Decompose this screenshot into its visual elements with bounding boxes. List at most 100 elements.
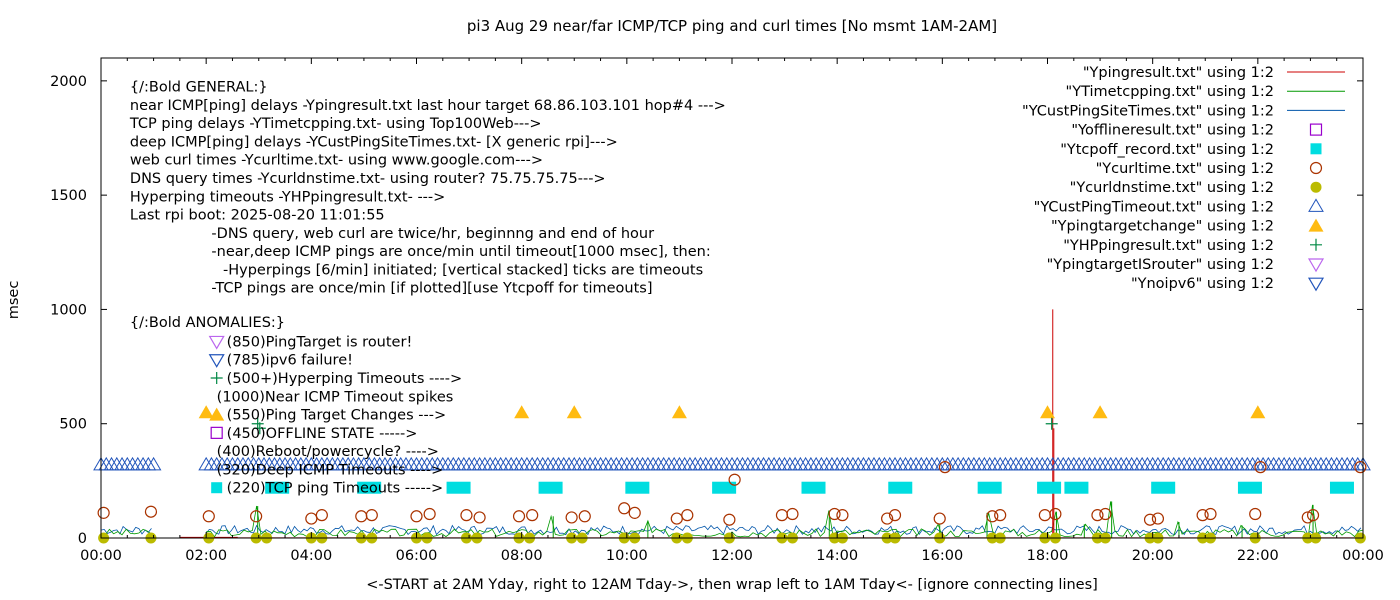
annotation-text: (500+)Hyperping Timeouts ----> xyxy=(227,371,462,387)
x-tick-label: 12:00 xyxy=(711,548,753,564)
legend-label: "Ypingresult.txt" using 1:2 xyxy=(1083,65,1274,81)
tcp-timeout-point xyxy=(1329,481,1354,494)
curl-time-point xyxy=(144,505,158,518)
curl-time-point xyxy=(681,509,694,522)
curl-time-point xyxy=(1254,461,1267,474)
x-tick-label: 06:00 xyxy=(396,548,438,564)
legend-swatch xyxy=(1307,258,1325,273)
curl-time-point xyxy=(1301,511,1314,524)
annotation-text: (550)Ping Target Changes ---> xyxy=(227,408,446,424)
legend-swatch xyxy=(1307,277,1325,292)
tcp-timeout-point xyxy=(977,481,1002,494)
curl-time-point xyxy=(1143,513,1157,526)
x-tick-label: 22:00 xyxy=(1237,548,1279,564)
x-tick-label: 20:00 xyxy=(1132,548,1174,564)
tcp-timeout-point xyxy=(357,481,382,494)
curl-time-point xyxy=(1091,509,1104,522)
legend-label: "Ycurltime.txt" using 1:2 xyxy=(1096,161,1274,177)
legend-label: "YHPpingresult.txt" using 1:2 xyxy=(1063,238,1274,254)
annotation-text: web curl times -Ycurltime.txt- using www… xyxy=(130,153,543,169)
x-tick-label: 18:00 xyxy=(1027,548,1069,564)
x-tick-label: 10:00 xyxy=(606,548,648,564)
legend-swatch xyxy=(1310,143,1322,155)
annotation-marker xyxy=(210,372,223,384)
ping-target-change-point xyxy=(514,405,530,419)
curl-time-point xyxy=(888,509,902,522)
x-tick-label: 14:00 xyxy=(816,548,858,564)
tcp-timeout-point xyxy=(1237,481,1262,494)
curl-time-point xyxy=(578,510,591,523)
tcp-timeout-point xyxy=(625,481,650,494)
x-tick-label: 04:00 xyxy=(290,548,332,564)
legend-swatch xyxy=(1308,218,1324,232)
curl-time-point xyxy=(365,509,378,522)
curl-time-point xyxy=(202,510,215,523)
legend-label: "YCustPingSiteTimes.txt" using 1:2 xyxy=(1022,103,1274,119)
annotation-text: {/:Bold ANOMALIES:} xyxy=(130,315,285,331)
annotation-text: DNS query times -Ycurldnstime.txt- using… xyxy=(130,171,606,187)
curl-time-point xyxy=(881,512,894,525)
annotation-text: (450)OFFLINE STATE -----> xyxy=(227,426,418,442)
ping-target-change-point xyxy=(1092,405,1108,419)
deep-icmp-timeout-point xyxy=(145,456,162,471)
curl-time-point xyxy=(618,502,631,515)
legend-swatch xyxy=(1308,198,1324,212)
legend-label: "YpingtargetISrouter" using 1:2 xyxy=(1047,257,1274,273)
curl-time-point xyxy=(565,511,578,524)
y-tick-label: 1500 xyxy=(50,188,87,204)
x-tick-label: 08:00 xyxy=(501,548,543,564)
annotation-text: {/:Bold GENERAL:} xyxy=(130,80,268,96)
curl-time-point xyxy=(460,509,473,522)
curl-time-point xyxy=(728,473,741,486)
annotation-marker xyxy=(211,482,223,494)
y-axis-label: msec xyxy=(6,281,22,320)
legend-label: "Ycurldnstime.txt" using 1:2 xyxy=(1070,180,1274,196)
curl-time-point xyxy=(512,510,526,523)
ping-target-change-point xyxy=(1250,405,1266,419)
curl-time-point xyxy=(1204,507,1217,521)
plot-area xyxy=(93,309,1371,544)
curl-time-point xyxy=(250,510,263,523)
annotation-text: Hyperping timeouts -YHPpingresult.txt- -… xyxy=(130,189,445,205)
annotation-text: near ICMP[ping] delays -Ypingresult.txt … xyxy=(130,98,726,114)
y-tick-label: 500 xyxy=(59,417,87,433)
tcp-timeout-point xyxy=(712,481,737,494)
curl-time-point xyxy=(628,506,641,519)
annotation-text: (320)Deep ICMP Timeouts ----> xyxy=(217,462,444,478)
tcp-timeout-point xyxy=(888,481,913,494)
curl-time-point xyxy=(933,512,946,525)
annotation-text: -Hyperpings [6/min] initiated; [vertical… xyxy=(223,262,703,278)
tcp-timeout-point xyxy=(1064,481,1089,494)
curl-time-point xyxy=(786,507,799,521)
curl-time-point xyxy=(97,506,110,519)
annotation-text: -TCP pings are once/min [if plotted][use… xyxy=(211,281,652,297)
curl-time-point xyxy=(938,461,952,474)
legend-swatch xyxy=(1309,161,1323,175)
legend-swatch xyxy=(1310,238,1322,251)
ping-target-change-point xyxy=(671,405,687,419)
curl-time-point xyxy=(1249,507,1262,521)
x-tick-label: 16:00 xyxy=(921,548,963,564)
curl-time-point xyxy=(828,507,841,521)
legend-label: "Yofflineresult.txt" using 1:2 xyxy=(1071,123,1274,139)
legend-label: "Ytcpoff_record.txt" using 1:2 xyxy=(1060,142,1274,158)
curl-time-point xyxy=(1306,509,1320,522)
curl-time-point xyxy=(423,507,436,521)
annotation-marker xyxy=(209,407,225,421)
curl-time-point xyxy=(986,510,999,523)
legend-swatch xyxy=(1310,181,1322,193)
curl-time-point xyxy=(836,509,849,522)
curl-time-point xyxy=(1099,507,1112,521)
annotation-text: (785)ipv6 failure! xyxy=(227,353,353,369)
hyperping-timeout-point xyxy=(1045,417,1058,430)
annotation-text: (400)Reboot/powercycle? ----> xyxy=(217,444,439,460)
annotation-marker xyxy=(208,335,225,350)
y-tick-label: 1000 xyxy=(50,302,87,318)
curl-time-point xyxy=(473,511,486,524)
curl-time-point xyxy=(315,509,328,522)
ping-target-change-point xyxy=(1040,405,1055,419)
legend: "Ypingresult.txt" using 1:2 "YTimetcpping… xyxy=(1022,65,1345,292)
legend-label: "YCustPingTimeout.txt" using 1:2 xyxy=(1034,199,1274,215)
x-tick-label: 00:00 xyxy=(1342,548,1384,564)
